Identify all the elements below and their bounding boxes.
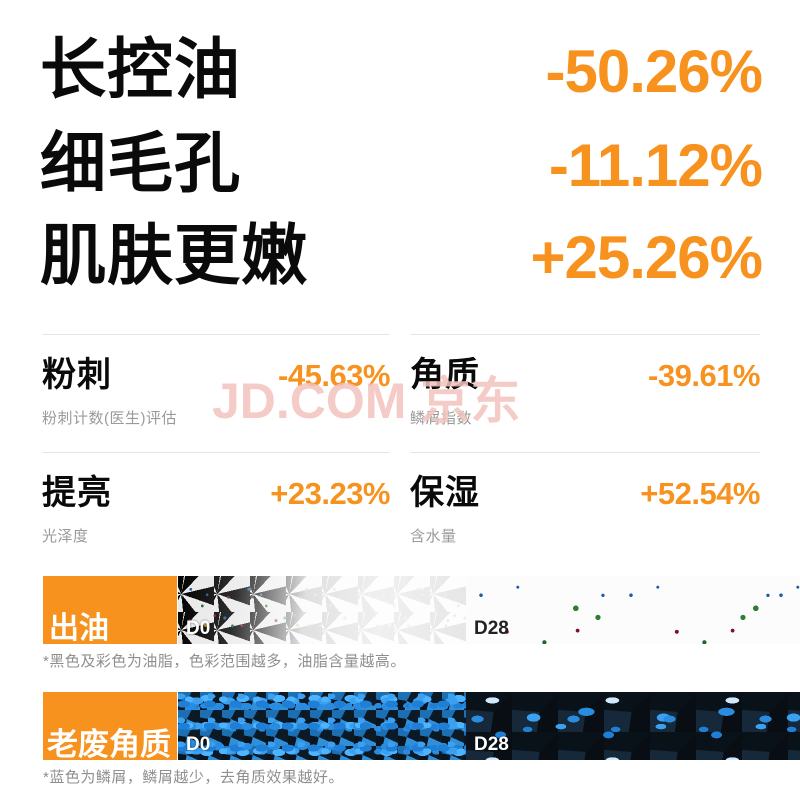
microscopy-image-oil-d28 <box>466 576 800 644</box>
stat-name-hydration: 保湿 <box>410 474 480 512</box>
stat-card-brightening-header: 提亮 +23.23% <box>42 465 390 515</box>
microscopy-pane-oil-d28: D28 <box>466 576 800 644</box>
stat-name-brightening: 提亮 <box>42 474 112 512</box>
stat-card-keratin: 角质 -39.61% 鳞屑指数 <box>410 334 760 446</box>
hero-value-pore-refine: -11.12% <box>548 132 763 199</box>
microscopy-tag-label-oil: 出油 <box>49 612 109 645</box>
stat-card-acne-header: 粉刺 -45.63% <box>42 347 390 397</box>
stat-name-acne: 粉刺 <box>42 356 112 394</box>
stats-grid: 粉刺 -45.63% 粉刺计数(医生)评估 角质 -39.61% 鳞屑指数 提亮… <box>0 330 800 568</box>
stat-value-keratin: -39.61% <box>648 358 760 393</box>
hero-label-skin-softness: 肌肤更嫩 <box>40 218 308 292</box>
stat-card-acne: 粉刺 -45.63% 粉刺计数(医生)评估 <box>42 334 390 446</box>
microscopy-strip-keratin: D0 D28 老废角质 <box>0 692 800 762</box>
microscopy-image-keratin-d28 <box>466 692 800 760</box>
microscopy-block-keratin: D0 D28 老废角质 *蓝色为鳞屑，鳞屑越少，去角质效果越好。 <box>0 692 800 792</box>
pane-label-oil-d0: D0 <box>186 618 211 639</box>
hero-row-skin-softness: 肌肤更嫩 +25.26% <box>40 218 763 293</box>
stat-card-hydration: 保湿 +52.54% 含水量 <box>410 452 760 564</box>
stat-sub-acne: 粉刺计数(医生)评估 <box>42 410 177 427</box>
microscopy-note-keratin: *蓝色为鳞屑，鳞屑越少，去角质效果越好。 <box>43 769 344 786</box>
microscopy-tag-oil: 出油 <box>43 576 177 645</box>
stat-sub-hydration: 含水量 <box>410 528 457 545</box>
microscopy-pane-keratin-d28: D28 <box>466 692 800 760</box>
hero-value-oil-control: -50.26% <box>545 38 763 105</box>
stat-sub-keratin: 鳞屑指数 <box>410 410 473 427</box>
microscopy-pane-keratin-d0: D0 <box>178 692 466 760</box>
stat-card-keratin-header: 角质 -39.61% <box>410 347 760 397</box>
microscopy-block-oil: D0 D28 出油 *黑色及彩色为油脂，色彩范围越多，油脂含量越高。 <box>0 576 800 676</box>
stat-value-acne: -45.63% <box>278 358 390 393</box>
stat-value-hydration: +52.54% <box>640 476 760 511</box>
microscopy-note-oil: *黑色及彩色为油脂，色彩范围越多，油脂含量越高。 <box>43 653 406 670</box>
pane-label-keratin-d28: D28 <box>474 734 509 755</box>
stat-card-hydration-header: 保湿 +52.54% <box>410 465 760 515</box>
stat-name-keratin: 角质 <box>410 356 480 394</box>
stat-card-brightening: 提亮 +23.23% 光泽度 <box>42 452 390 564</box>
microscopy-tag-label-keratin: 老废角质 <box>47 727 171 762</box>
microscopy-strip-oil: D0 D28 出油 <box>0 576 800 645</box>
hero-row-oil-control: 长控油 -50.26% <box>40 32 763 107</box>
stat-value-brightening: +23.23% <box>270 476 390 511</box>
hero-label-oil-control: 长控油 <box>40 32 241 106</box>
stat-sub-brightening: 光泽度 <box>42 528 89 545</box>
hero-row-pore-refine: 细毛孔 -11.12% <box>40 126 763 201</box>
microscopy-tag-keratin: 老废角质 <box>43 692 177 762</box>
hero-section: 长控油 -50.26% 细毛孔 -11.12% 肌肤更嫩 +25.26% <box>0 0 800 318</box>
hero-value-skin-softness: +25.26% <box>530 224 763 291</box>
microscopy-image-keratin-d0 <box>178 692 466 760</box>
microscopy-image-oil-d0 <box>178 576 466 644</box>
pane-label-keratin-d0: D0 <box>186 734 211 755</box>
hero-label-pore-refine: 细毛孔 <box>40 126 241 200</box>
pane-label-oil-d28: D28 <box>474 618 509 639</box>
microscopy-pane-oil-d0: D0 <box>178 576 466 644</box>
